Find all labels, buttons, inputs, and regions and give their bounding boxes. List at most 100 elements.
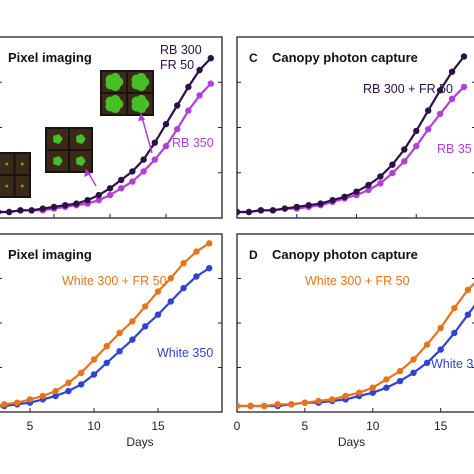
data-point — [293, 203, 300, 211]
plant-leaf — [21, 184, 24, 187]
data-point — [437, 324, 444, 332]
series-label: FR 50 — [160, 58, 194, 72]
data-point — [167, 275, 174, 282]
data-point — [207, 55, 214, 62]
data-point — [28, 207, 35, 214]
data-point — [305, 202, 312, 209]
data-point — [288, 401, 295, 408]
data-point — [329, 197, 336, 204]
series-label: RB 35 — [437, 142, 472, 156]
data-point — [425, 107, 432, 114]
data-point — [460, 83, 468, 91]
series-line-2 — [0, 267, 210, 408]
panel-4: 0 5 10 15 Days D Canopy photon capture White 30… — [234, 233, 474, 449]
x-tick-label: 0 — [234, 419, 241, 433]
data-point — [425, 126, 432, 133]
mature-plant-tray-image — [100, 70, 154, 116]
data-point — [410, 369, 417, 376]
data-point — [353, 188, 360, 195]
data-point — [50, 203, 58, 211]
data-point — [383, 376, 390, 383]
data-point — [61, 202, 69, 209]
data-point — [464, 311, 472, 318]
data-point — [369, 384, 376, 391]
data-point — [39, 205, 46, 212]
data-point — [0, 209, 2, 215]
x-tick-label: 5 — [27, 419, 34, 433]
seedling-tray-image — [0, 152, 31, 198]
panel-title: Canopy photon capture — [272, 50, 418, 65]
data-point — [129, 318, 136, 325]
data-point — [78, 369, 85, 376]
series-line-1 — [237, 55, 465, 214]
data-point — [389, 161, 396, 168]
data-point — [154, 311, 162, 318]
data-point — [90, 371, 98, 378]
data-point — [162, 120, 170, 128]
plant-leaf — [136, 94, 147, 105]
x-tick-label: 5 — [302, 419, 309, 433]
x-tick-label: 15 — [151, 419, 165, 433]
panel-title: Pixel imaging — [8, 50, 92, 65]
data-point — [464, 286, 472, 293]
data-point — [261, 402, 268, 410]
data-point — [413, 127, 420, 135]
series-label: White 35 — [431, 357, 474, 371]
panel-2: C Canopy photon capture RB 300 + FR 50 RB 3… — [236, 36, 474, 219]
data-point — [116, 329, 123, 337]
data-point — [174, 126, 181, 133]
data-point — [237, 208, 241, 216]
data-point — [401, 158, 408, 165]
x-axis-label: Days — [338, 435, 365, 449]
young-plant-tray-image — [45, 127, 93, 173]
plot-area — [0, 240, 213, 410]
data-point — [193, 273, 200, 280]
plant-leaf — [78, 156, 84, 162]
data-point — [356, 389, 363, 396]
data-point — [78, 381, 85, 388]
data-point — [151, 139, 158, 146]
data-point — [174, 102, 181, 109]
data-point — [436, 87, 444, 94]
data-point — [26, 396, 34, 403]
panel-letter: C — [249, 51, 258, 65]
data-point — [142, 323, 149, 330]
panel-letter: D — [249, 248, 258, 262]
data-point — [377, 180, 384, 187]
data-point — [396, 367, 404, 375]
data-point — [237, 402, 241, 410]
plant-leaf — [55, 134, 61, 140]
data-point — [180, 260, 187, 267]
data-point — [185, 107, 192, 114]
data-point — [377, 173, 384, 180]
data-point — [207, 80, 214, 87]
data-point — [116, 348, 123, 355]
data-point — [341, 193, 348, 200]
series-label: RB 300 — [160, 43, 202, 57]
data-point — [140, 156, 147, 163]
data-point — [151, 156, 158, 163]
x-axis-label: Days — [126, 435, 153, 449]
data-point — [95, 191, 103, 199]
data-point — [448, 68, 456, 75]
plant-leaf — [21, 162, 24, 165]
data-point — [247, 402, 254, 410]
data-point — [423, 341, 431, 348]
plot-area — [0, 55, 214, 216]
data-point — [269, 207, 277, 214]
series-line-1 — [0, 242, 210, 407]
data-point — [206, 240, 213, 247]
data-point — [65, 379, 72, 386]
data-point — [90, 356, 98, 363]
data-point — [193, 248, 200, 255]
plot-area — [237, 282, 474, 410]
data-point — [17, 207, 24, 214]
data-point — [180, 284, 187, 292]
data-point — [369, 389, 376, 396]
data-point — [460, 53, 468, 60]
data-point — [245, 208, 253, 216]
data-point — [274, 401, 281, 408]
series-label: White 300 + FR 50 — [62, 274, 167, 288]
